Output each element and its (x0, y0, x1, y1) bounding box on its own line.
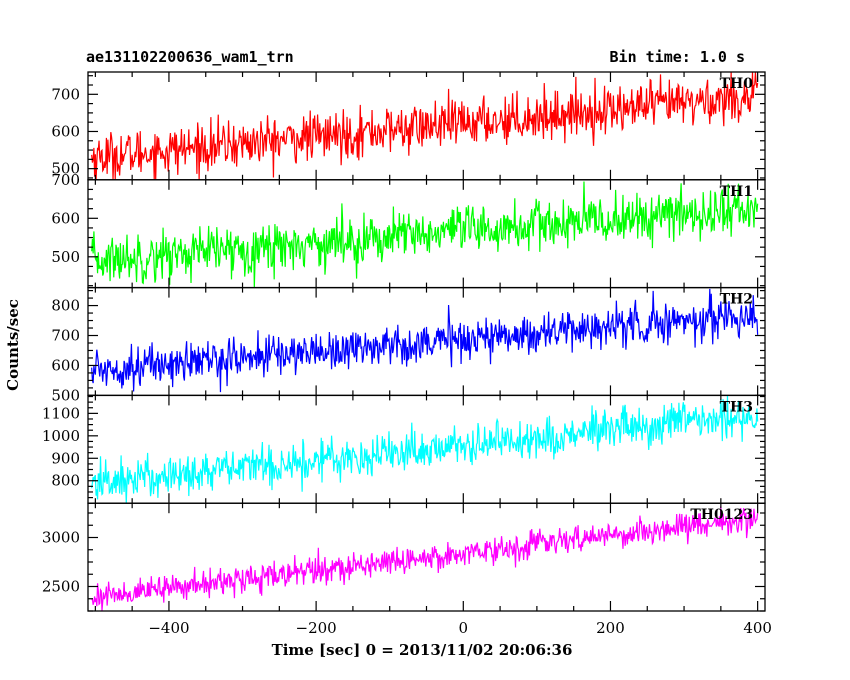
panel-th0: 500 600 700 TH0 (51, 71, 766, 181)
panel-th3: 800 900 1000 1100 TH3 (42, 394, 766, 504)
y-tick-label: 700 (51, 327, 80, 345)
y-tick-label: 700 (51, 171, 80, 189)
panel-th2: 500 600 700 800 TH2 (51, 286, 766, 404)
x-tick-label: −200 (296, 619, 337, 637)
x-tick-label: −400 (148, 619, 189, 637)
y-tick-label: 900 (51, 449, 80, 467)
panel-tag-th0: TH0 (720, 76, 754, 92)
y-tick-label: 800 (51, 297, 80, 315)
y-axis-label: Counts/sec (4, 299, 22, 391)
y-tick-label: 800 (51, 472, 80, 490)
x-tick-label: 400 (743, 619, 772, 637)
y-tick-label: 600 (51, 209, 80, 227)
series-line-th1 (91, 181, 759, 288)
y-tick-label: 2500 (42, 578, 80, 596)
panel-tag-th2: TH2 (720, 292, 753, 308)
panel-th1: 500 600 700 TH1 (51, 171, 766, 289)
x-axis-label: Time [sec] 0 = 2013/11/02 20:06:36 (272, 641, 573, 659)
y-tick-label: 1000 (42, 427, 80, 445)
panel-th0123: 2500 3000 TH0123 (42, 502, 766, 612)
series-line-th0 (91, 72, 759, 180)
panel-tag-th3: TH3 (720, 399, 753, 415)
y-tick-label: 500 (51, 160, 80, 178)
bin-time-label: Bin time: 1.0 s (610, 48, 745, 66)
chart-title: ae131102200636_wam1_trn (86, 48, 294, 66)
y-tick-label: 500 (51, 248, 80, 266)
y-tick-label: 1100 (42, 404, 80, 422)
y-tick-label: 3000 (42, 529, 80, 547)
x-tick-label: 0 (459, 619, 469, 637)
x-axis-group: −400 −200 0 200 400 (148, 619, 772, 637)
series-line-th2 (91, 288, 759, 393)
series-line-th3 (91, 395, 759, 504)
panel-tag-th0123: TH0123 (690, 507, 753, 523)
y-tick-label: 600 (51, 122, 80, 140)
y-tick-label: 700 (51, 85, 80, 103)
panel-tag-th1: TH1 (720, 184, 753, 200)
y-tick-label: 500 (51, 386, 80, 404)
y-tick-label: 600 (51, 356, 80, 374)
panels-group: 500 600 700 TH0 500 600 700 TH1 500 600 700 800 TH2 8… (42, 71, 766, 612)
x-tick-label: 200 (596, 619, 625, 637)
series-line-th0123 (91, 506, 759, 611)
